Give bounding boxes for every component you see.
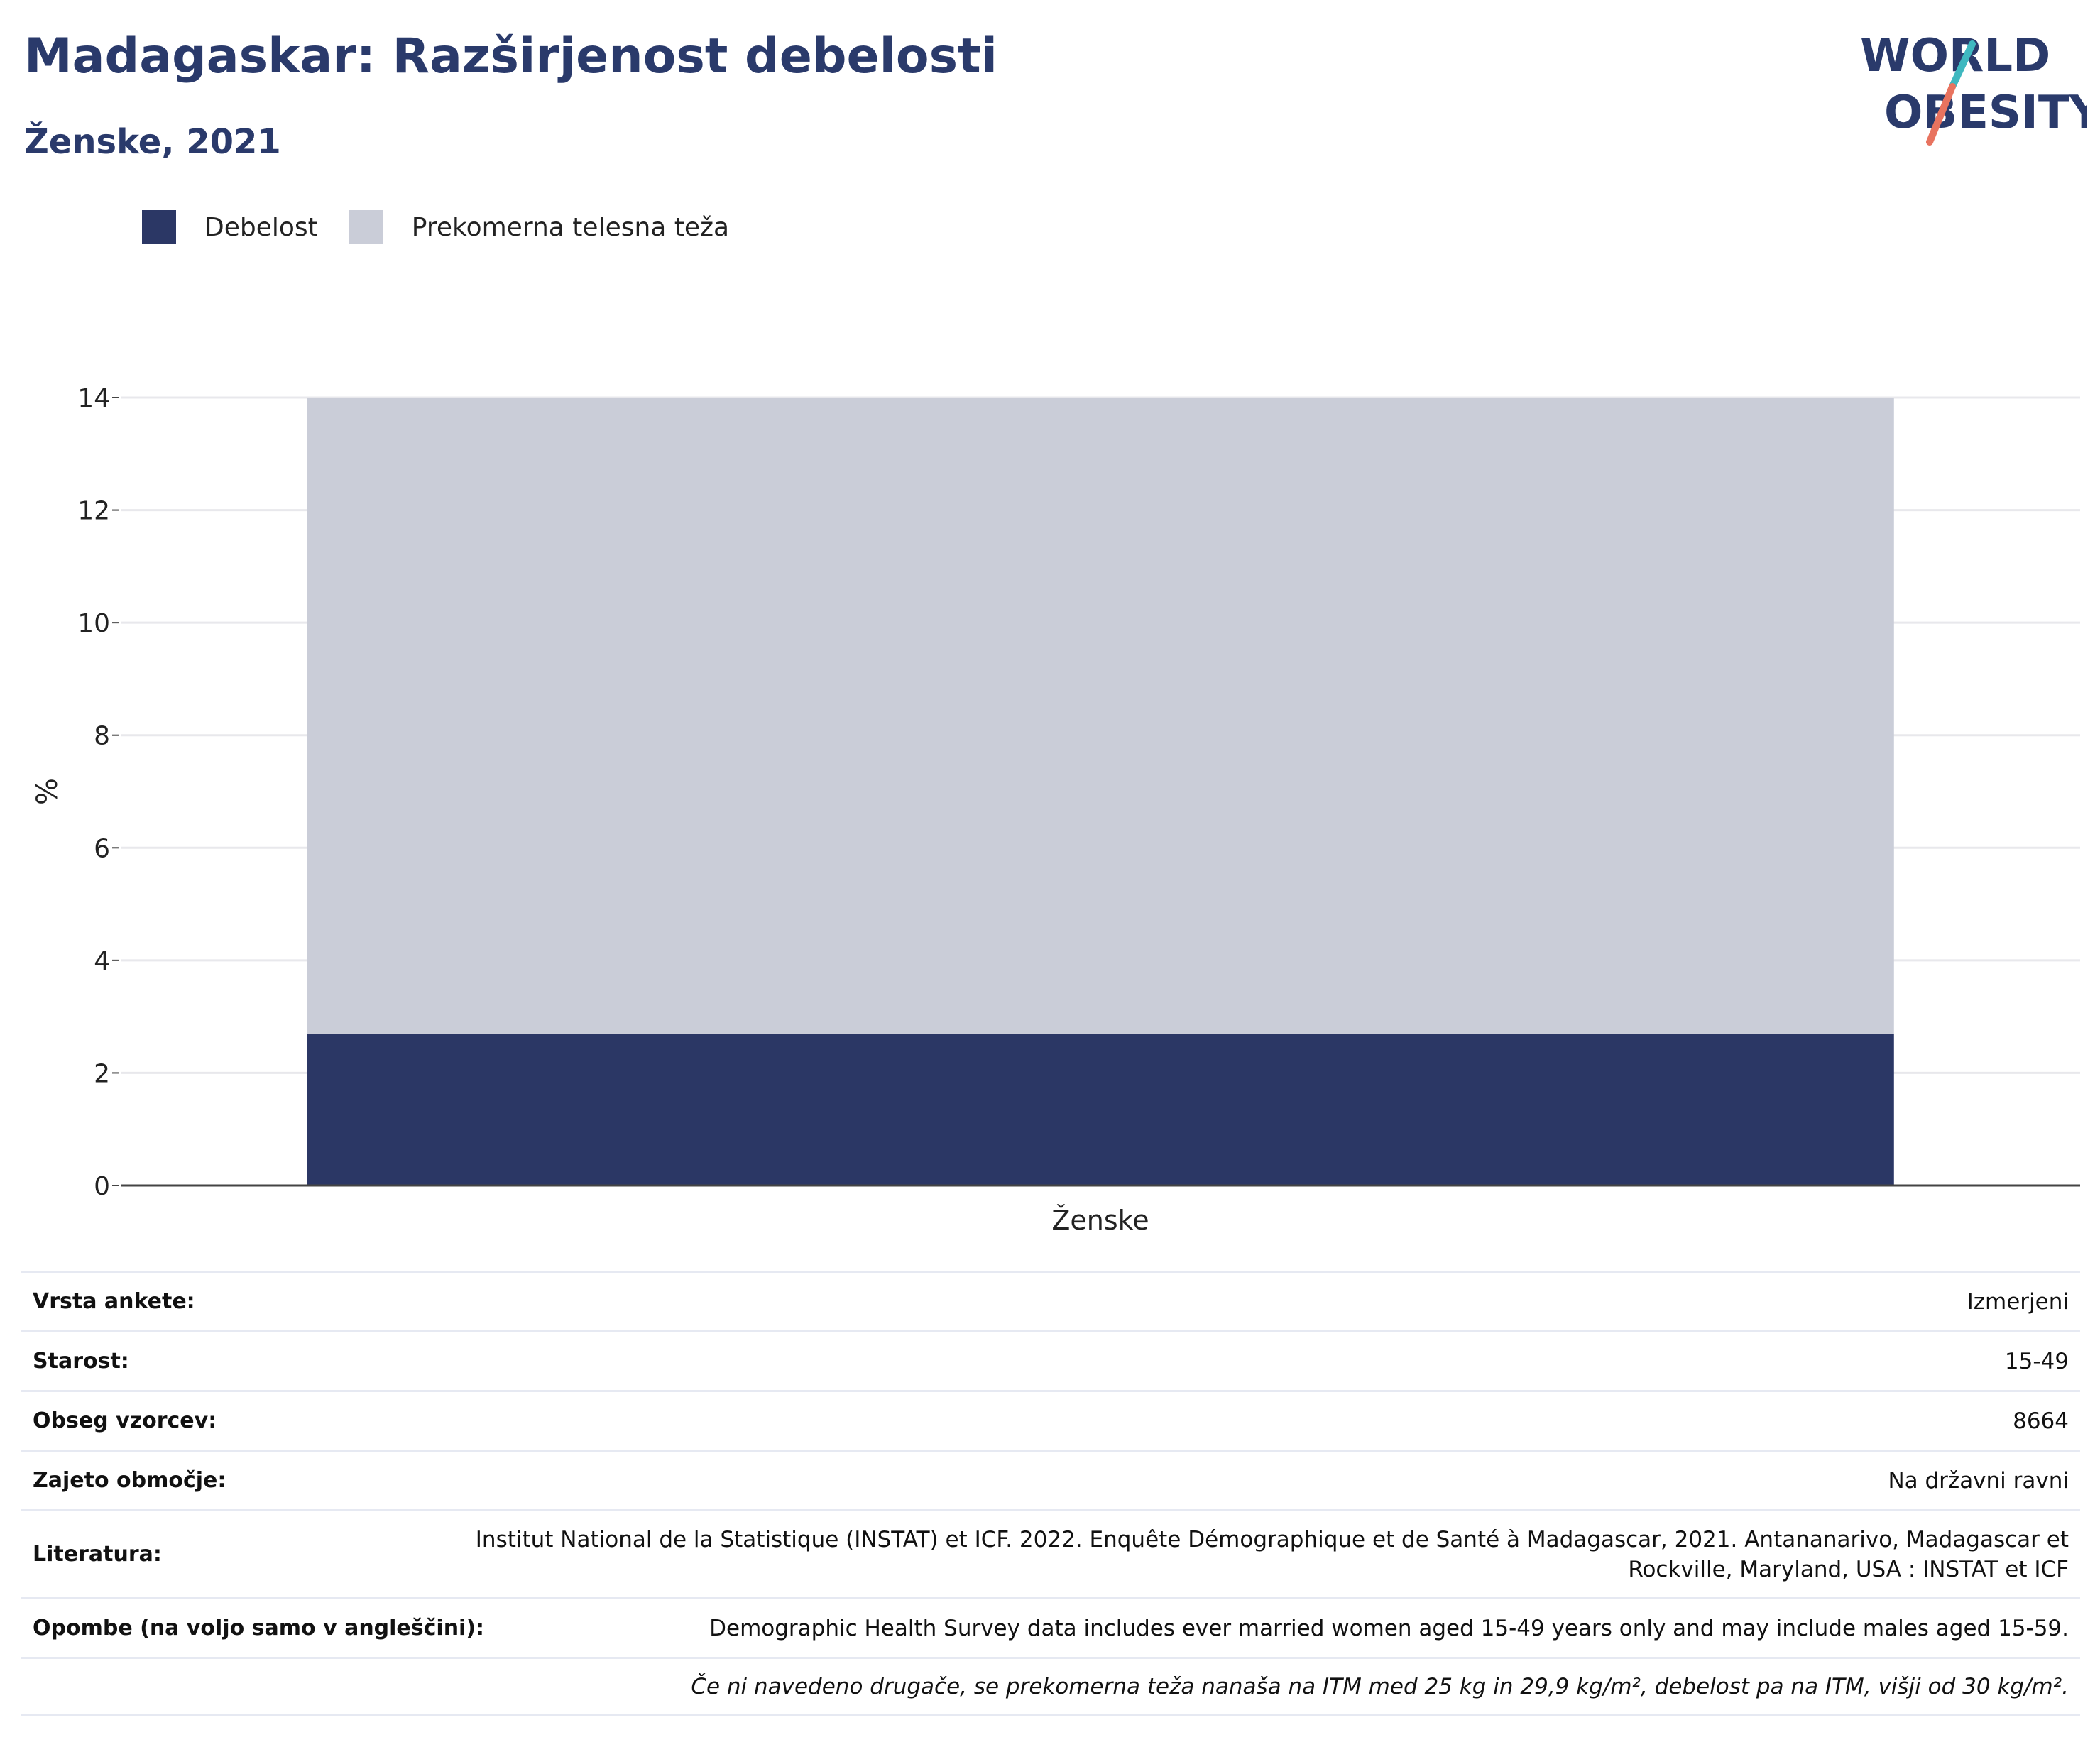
y-tick-label: 0	[94, 1172, 110, 1201]
info-row: Obseg vzorcev: 8664	[21, 1390, 2080, 1450]
page-subtitle: Ženske, 2021	[24, 122, 281, 162]
info-key: Obseg vzorcev:	[33, 1408, 217, 1433]
bar-segment	[307, 398, 1894, 1034]
legend-label-obesity: Debelost	[204, 212, 318, 242]
info-key: Vrsta ankete:	[33, 1289, 195, 1314]
y-tick-label: 6	[94, 834, 110, 863]
info-row: Vrsta ankete: Izmerjeni	[21, 1271, 2080, 1330]
page-title: Madagaskar: Razširjenost debelosti	[24, 28, 997, 84]
info-key: Starost:	[33, 1349, 129, 1374]
bar-segment	[307, 1033, 1894, 1185]
info-value: Institut National de la Statistique (INS…	[475, 1526, 2069, 1582]
info-value: 15-49	[2004, 1348, 2069, 1374]
info-key: Opombe (na voljo samo v angleščini):	[33, 1616, 485, 1641]
x-tick-label: Ženske	[1051, 1205, 1149, 1236]
info-value: Če ni navedeno drugače, se prekomerna te…	[691, 1674, 2069, 1699]
chart-legend: Debelost Prekomerna telesna teža	[142, 210, 760, 244]
survey-info-table: Vrsta ankete: Izmerjeni Starost: 15-49 Obseg…	[21, 1271, 2080, 1716]
legend-item-overweight[interactable]: Prekomerna telesna teža	[349, 210, 729, 244]
info-row: Zajeto območje: Na državni ravni	[21, 1450, 2080, 1509]
info-row: Starost: 15-49	[21, 1330, 2080, 1390]
y-tick-label: 4	[94, 947, 110, 976]
world-obesity-logo: WORLD OBESITY	[1860, 30, 2087, 146]
y-tick-label: 10	[77, 609, 110, 638]
y-tick-label: 12	[77, 497, 110, 526]
info-value: 8664	[2013, 1408, 2069, 1434]
info-value: Demographic Health Survey data includes …	[709, 1615, 2069, 1641]
info-row: Literatura: Institut National de la Stati…	[21, 1509, 2080, 1597]
logo-text-line2: OBESITY	[1884, 87, 2087, 139]
info-row: Opombe (na voljo samo v angleščini): Demo…	[21, 1597, 2080, 1657]
y-tick-label: 14	[77, 384, 110, 413]
legend-swatch-overweight	[349, 210, 383, 244]
info-key: Literatura:	[33, 1542, 162, 1567]
info-row: Če ni navedeno drugače, se prekomerna te…	[21, 1657, 2080, 1716]
y-tick-label: 8	[94, 722, 110, 751]
info-key: Zajeto območje:	[33, 1468, 226, 1493]
info-value: Izmerjeni	[1967, 1288, 2069, 1315]
logo-slash-upper	[1949, 40, 1976, 90]
legend-swatch-obesity	[142, 210, 176, 244]
stacked-bar-chart: 0 2 4 6 8 10 12 14% Ženske	[31, 384, 2080, 1236]
y-tick-label: 2	[94, 1059, 110, 1088]
legend-item-obesity[interactable]: Debelost	[142, 210, 318, 244]
legend-label-overweight: Prekomerna telesna teža	[411, 212, 730, 242]
y-axis-label: %	[31, 778, 64, 805]
logo-slash-lower	[1926, 83, 1956, 146]
info-value: Na državni ravni	[1888, 1467, 2069, 1494]
